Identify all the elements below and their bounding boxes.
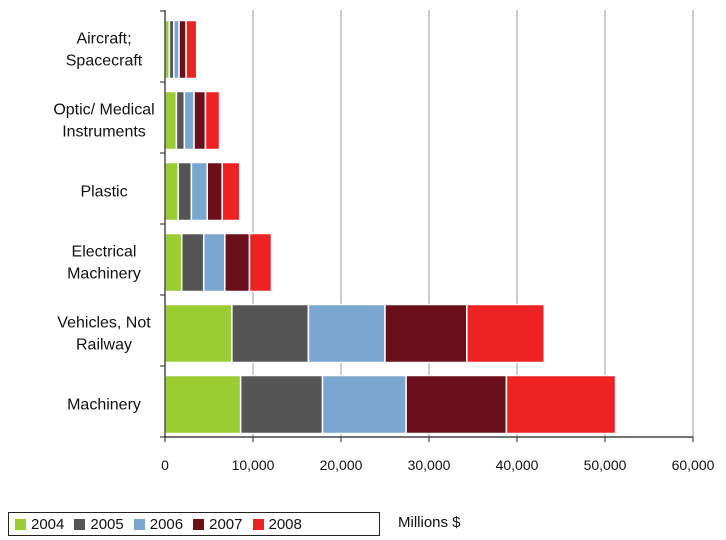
category-label: Machinery [67,397,141,414]
legend: 2004 2005 2006 2007 2008 [8,512,380,536]
category-label: Plastic [80,184,127,201]
legend-label: 2007 [209,515,243,533]
bar-segment [224,232,251,293]
bar-segment [177,161,193,222]
bar-segment [248,232,273,293]
bar-segment [164,303,233,364]
legend-swatch [193,518,205,530]
legend-label: 2008 [268,515,302,533]
bar-segment [183,90,195,151]
bar-segment [239,374,324,435]
bar-segment [405,374,508,435]
category-label-line: Machinery [67,266,141,283]
bar-segment [175,90,186,151]
axes [160,10,694,442]
bar-segment [202,232,226,293]
x-axis-label: Millions $ [398,514,461,531]
category-label-line: Vehicles, Not [57,315,151,332]
bar-segment [321,374,407,435]
legend-item: 2007 [193,515,243,533]
category-label-line: Optic/ Medical [53,102,154,119]
category-label-line: Machinery [67,397,141,414]
bar-segment [221,161,241,222]
bar-segment [204,90,221,151]
legend-label: 2005 [90,515,124,533]
legend-label: 2006 [149,515,184,533]
bar-segment [505,374,617,435]
bar-segment [164,161,179,222]
category-label: Vehicles, Not Railway [57,315,151,354]
x-tick-label: 0 [161,457,169,473]
bar-segment [173,19,180,80]
bar-segment [307,303,386,364]
bar-segment [178,19,187,80]
gridlines [252,10,694,437]
legend-item: 2008 [252,515,302,533]
bar-segment [164,374,242,435]
bar-segment [164,232,183,293]
legend-swatch [15,518,26,530]
bar-segment [384,303,468,364]
bar-segment [180,232,205,293]
category-label-line: Electrical [72,244,137,261]
x-tick-label: 20,000 [320,457,363,473]
bar-segment [185,19,198,80]
bars [164,19,617,435]
x-tick-label: 10,000 [232,457,275,473]
category-label: Electrical Machinery [67,244,141,283]
x-tick-labels: 0 10,000 20,000 30,000 40,000 50,000 60,000 [161,457,715,473]
category-labels: Aircraft; Spacecraft Optic/ Medical Instrum… [53,31,154,414]
legend-swatch [74,518,86,530]
x-tick-label: 30,000 [408,457,451,473]
bar-segment [206,161,223,222]
category-label-line: Spacecraft [66,53,143,70]
legend-item: 2006 [133,515,184,533]
stacked-bar-chart: 0 10,000 20,000 30,000 40,000 50,000 60,000 Ai… [53,10,715,473]
x-tick-label: 60,000 [672,457,715,473]
category-label-line: Railway [76,337,132,354]
legend-swatch [252,518,264,530]
bar-segment [193,90,207,151]
x-tick-label: 40,000 [496,457,539,473]
x-tick-label: 50,000 [584,457,627,473]
bar-segment [231,303,310,364]
legend-label: 2004 [31,515,65,533]
category-label-line: Instruments [62,124,146,141]
bar-segment [466,303,546,364]
legend-item: 2004 [15,516,64,533]
bar-segment [190,161,208,222]
bar-segment [164,90,178,151]
category-label-line: Plastic [80,184,127,201]
category-label: Optic/ Medical Instruments [53,102,154,141]
legend-item: 2005 [74,515,124,533]
category-label: Aircraft; Spacecraft [66,31,143,70]
category-label-line: Aircraft; [76,31,131,48]
legend-swatch [133,518,145,530]
